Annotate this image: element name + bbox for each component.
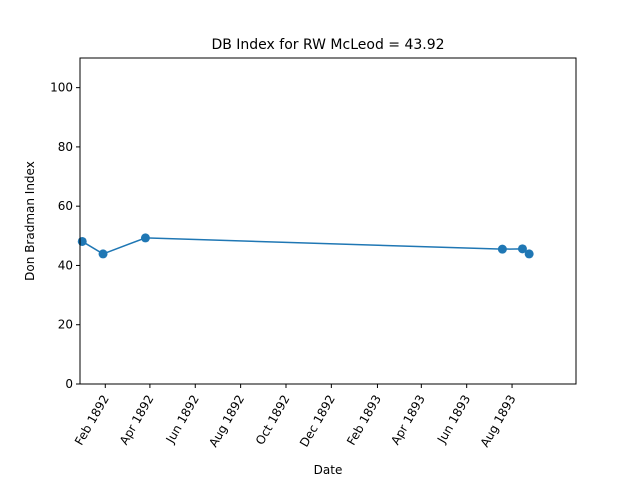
x-axis-label: Date xyxy=(314,463,343,477)
data-point xyxy=(524,249,534,259)
y-tick-label: 100 xyxy=(50,81,73,95)
plot-frame xyxy=(79,57,577,385)
y-tick-label: 40 xyxy=(58,258,73,272)
plot-area xyxy=(80,58,576,384)
data-point xyxy=(140,233,150,243)
chart-title: DB Index for RW McLeod = 43.92 xyxy=(211,37,444,53)
data-point xyxy=(497,244,507,254)
y-tick-label: 20 xyxy=(58,318,73,332)
y-axis-label: Don Bradman Index xyxy=(23,161,37,281)
series-layer xyxy=(77,233,534,259)
data-point xyxy=(77,236,87,246)
y-tick-label: 60 xyxy=(58,199,73,213)
data-point xyxy=(517,244,527,254)
y-tick-label: 80 xyxy=(58,140,73,154)
y-axis: 0 20 40 60 80 100 xyxy=(50,81,80,391)
y-tick-label: 0 xyxy=(65,377,73,391)
data-point xyxy=(98,249,108,259)
